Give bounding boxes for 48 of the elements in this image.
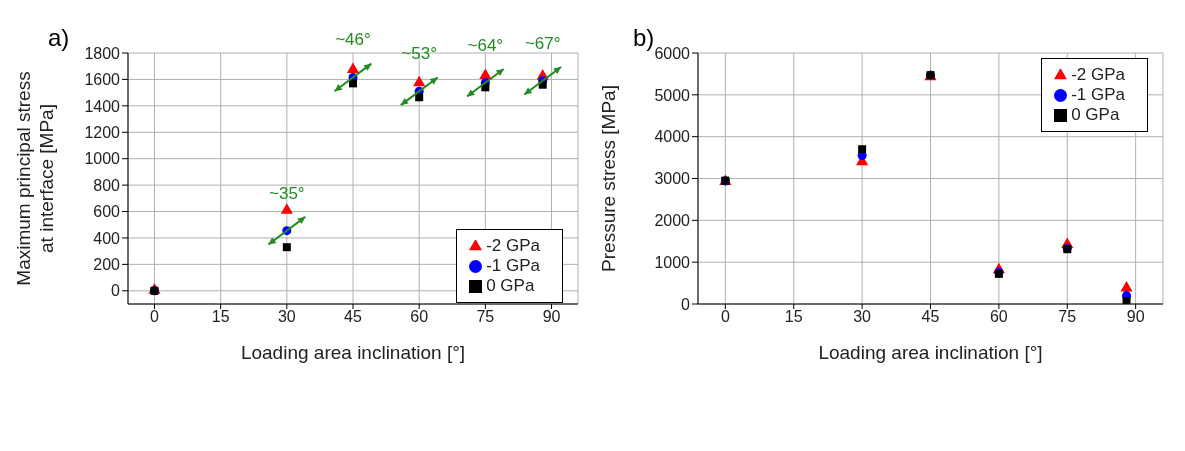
legend-label: 0 GPa <box>1071 105 1120 124</box>
x-tick-label: 75 <box>476 308 495 326</box>
x-tick-label: 30 <box>853 308 872 326</box>
y-tick-label: 1000 <box>84 150 121 168</box>
x-tick-label: 45 <box>921 308 940 326</box>
x-tick-label: 30 <box>277 308 296 326</box>
x-tick-label: 0 <box>720 308 730 326</box>
x-tick-label: 75 <box>1058 308 1077 326</box>
legend-label: -1 GPa <box>1071 85 1125 104</box>
y-tick-label: 400 <box>93 229 121 247</box>
chart-title: b) <box>633 24 655 51</box>
x-tick-label: 90 <box>542 308 561 326</box>
annotation: ~67° <box>524 33 561 53</box>
y-tick-label: 1000 <box>654 253 691 271</box>
chart-title: a) <box>48 24 70 51</box>
y-tick-label: 2000 <box>654 212 691 230</box>
y-tick-label: 0 <box>681 295 691 313</box>
y-tick-label: 200 <box>93 256 121 274</box>
annotation: ~46° <box>335 30 371 50</box>
x-tick-label: 60 <box>410 308 429 326</box>
y-tick-label: 1400 <box>84 97 121 115</box>
y-axis-title: Pressure stress [MPa] <box>598 85 619 272</box>
x-tick-label: 15 <box>211 308 230 326</box>
y-tick-label: 0 <box>111 282 121 300</box>
x-tick-label: 0 <box>150 308 160 326</box>
y-tick-label: 800 <box>93 176 121 194</box>
annotation: ~35° <box>269 183 305 203</box>
annotation: ~64° <box>467 35 504 55</box>
legend-label: -2 GPa <box>486 236 540 255</box>
annotation: ~53° <box>401 44 437 64</box>
legend-label: 0 GPa <box>486 276 535 295</box>
y-tick-label: 1200 <box>84 123 121 141</box>
y-tick-label: 3000 <box>654 170 691 188</box>
x-tick-label: 60 <box>989 308 1008 326</box>
x-tick-label: 45 <box>344 308 362 326</box>
y-tick-label: 6000 <box>654 44 691 62</box>
y-tick-label: 5000 <box>654 86 691 104</box>
x-tick-label: 15 <box>784 308 803 326</box>
x-axis-title: Loading area inclination [°] <box>240 342 466 363</box>
x-tick-label: 90 <box>1126 308 1145 326</box>
y-tick-label: 600 <box>93 203 121 221</box>
y-tick-label: 1800 <box>84 44 121 62</box>
legend-label: -2 GPa <box>1071 65 1125 84</box>
y-tick-label: 1600 <box>84 71 121 89</box>
x-axis-title: Loading area inclination [°] <box>818 342 1043 363</box>
y-axis-title: Maximum principal stress at interface [MPa] <box>13 71 57 286</box>
legend-label: -1 GPa <box>486 256 540 275</box>
y-tick-label: 4000 <box>654 128 691 146</box>
